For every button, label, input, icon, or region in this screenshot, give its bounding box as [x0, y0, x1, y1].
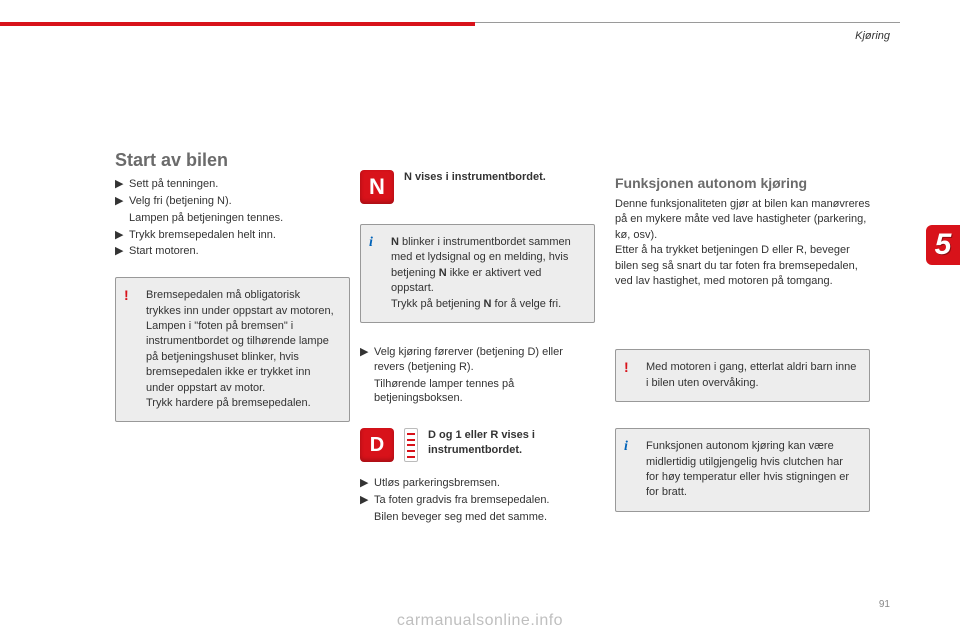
drive-select-steps: ▶Velg kjøring førerver (betjening D) ell… [360, 345, 595, 406]
info-icon: i [624, 437, 628, 457]
n-info-callout: i N blinker i instrumentbordet sammen me… [360, 224, 595, 323]
children-warning-callout: ! Med motoren i gang, etterlat aldri bar… [615, 349, 870, 402]
bullet-mark [360, 377, 374, 407]
bullet-mark [115, 211, 129, 226]
bullet-mark: ▶ [115, 194, 129, 209]
list-item-text: Velg kjøring førerver (betjening D) elle… [374, 345, 595, 375]
warning-icon: ! [124, 286, 129, 306]
list-item-text: Bilen beveger seg med det samme. [374, 510, 595, 525]
list-item: ▶Utløs parkeringsbremsen. [360, 476, 595, 491]
list-item: Tilhørende lamper tennes på betjeningsbo… [360, 377, 595, 407]
autonomous-intro: Denne funksjonaliteten gjør at bilen kan… [615, 197, 870, 289]
bold-n-1: N [391, 236, 399, 248]
list-item: ▶Start motoren. [115, 244, 350, 259]
bullet-mark: ▶ [360, 476, 374, 491]
n-badge-text: N vises i instrumentbordet. [404, 170, 546, 184]
list-item-text: Lampen på betjeningen tennes. [129, 211, 350, 226]
gear-scale-icon [404, 428, 418, 462]
page-number: 91 [879, 599, 890, 610]
d-badge-text: D og 1 eller R vises i instrumentbordet. [428, 428, 595, 457]
list-item-text: Trykk bremsepedalen helt inn. [129, 228, 350, 243]
bullet-mark: ▶ [115, 228, 129, 243]
autonomous-title: Funksjonen autonom kjøring [615, 175, 870, 191]
list-item-text: Tilhørende lamper tennes på betjeningsbo… [374, 377, 595, 407]
list-item: ▶Ta foten gradvis fra bremsepedalen. [360, 493, 595, 508]
bullet-mark: ▶ [115, 177, 129, 192]
header-grey-rule [475, 22, 900, 23]
column-start: Start av bilen ▶Sett på tenningen.▶Velg … [115, 150, 350, 422]
page-title: Start av bilen [115, 150, 350, 171]
list-item: ▶Trykk bremsepedalen helt inn. [115, 228, 350, 243]
list-item-text: Sett på tenningen. [129, 177, 350, 192]
bullet-mark: ▶ [360, 493, 374, 508]
list-item-text: Velg fri (betjening N). [129, 194, 350, 209]
column-indicators: N N vises i instrumentbordet. i N blinke… [360, 170, 595, 527]
n-indicator-row: N N vises i instrumentbordet. [360, 170, 595, 204]
manual-page: Kjøring 5 Start av bilen ▶Sett på tennin… [0, 0, 960, 640]
d-badge-icon: D [360, 428, 394, 462]
brake-warning-text: Bremsepedalen må obligatorisk trykkes in… [146, 289, 334, 409]
list-item: ▶Velg fri (betjening N). [115, 194, 350, 209]
bold-n-2: N [439, 267, 447, 279]
start-steps: ▶Sett på tenningen.▶Velg fri (betjening … [115, 177, 350, 259]
bullet-mark: ▶ [360, 345, 374, 375]
header-red-rule [0, 22, 475, 26]
list-item: ▶Velg kjøring førerver (betjening D) ell… [360, 345, 595, 375]
d-indicator-row: D D og 1 eller R vises i instrumentborde… [360, 428, 595, 462]
list-item: Lampen på betjeningen tennes. [115, 211, 350, 226]
info-icon: i [369, 233, 373, 253]
n-badge-icon: N [360, 170, 394, 204]
section-label: Kjøring [855, 30, 890, 42]
brake-warning-callout: ! Bremsepedalen må obligatorisk trykkes … [115, 277, 350, 422]
children-warning-text: Med motoren i gang, etterlat aldri barn … [646, 361, 856, 388]
bullet-mark: ▶ [115, 244, 129, 259]
watermark: carmanualsonline.info [0, 612, 960, 630]
n-info-text: N blinker i instrumentbordet sammen med … [391, 236, 571, 310]
chapter-tab: 5 [926, 225, 960, 265]
list-item-text: Start motoren. [129, 244, 350, 259]
list-item: Bilen beveger seg med det samme. [360, 510, 595, 525]
list-item-text: Ta foten gradvis fra bremsepedalen. [374, 493, 595, 508]
release-steps: ▶Utløs parkeringsbremsen.▶Ta foten gradv… [360, 476, 595, 525]
autonomous-info-text: Funksjonen autonom kjøring kan være midl… [646, 440, 849, 498]
list-item: ▶Sett på tenningen. [115, 177, 350, 192]
column-autonomous: Funksjonen autonom kjøring Denne funksjo… [615, 175, 870, 512]
list-item-text: Utløs parkeringsbremsen. [374, 476, 595, 491]
autonomous-info-callout: i Funksjonen autonom kjøring kan være mi… [615, 428, 870, 512]
bullet-mark [360, 510, 374, 525]
warning-icon: ! [624, 358, 629, 378]
